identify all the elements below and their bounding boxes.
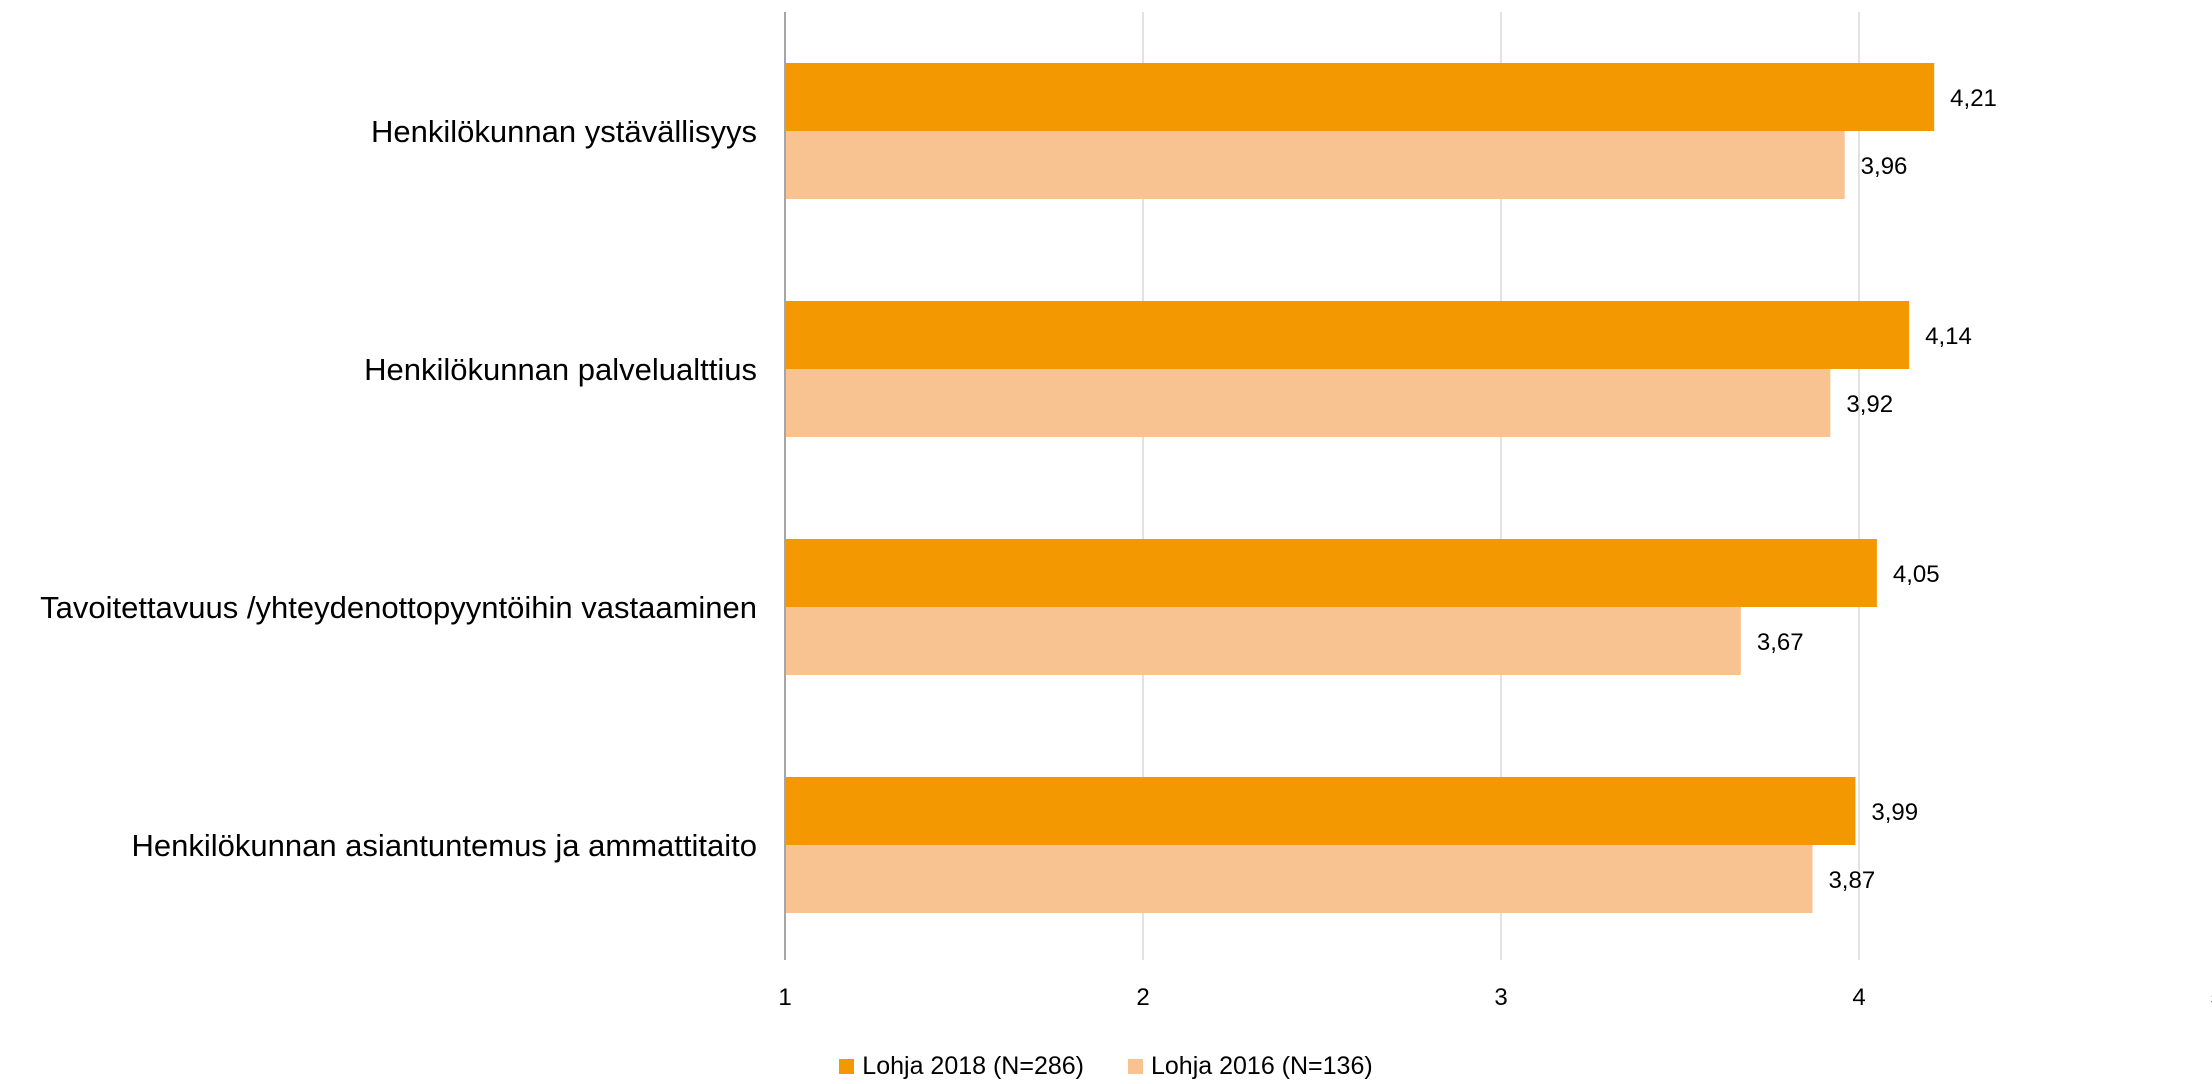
legend: Lohja 2018 (N=286) Lohja 2016 (N=136) [0,1052,2212,1081]
bar-lohja-2016-n-136-4 [785,845,1813,913]
legend-label-2016: Lohja 2016 (N=136) [1151,1052,1373,1080]
legend-swatch-2016 [1128,1059,1143,1074]
bars [785,63,1935,913]
legend-item-2016: Lohja 2016 (N=136) [1128,1052,1373,1081]
bar-lohja-2016-n-136-3 [785,607,1741,675]
bar-lohja-2018-n-286-3 [785,539,1877,607]
data-label-lohja-2016-n-136-3: 3,67 [1757,629,1804,656]
bar-lohja-2016-n-136-1 [785,131,1845,199]
category-label-1: Henkilökunnan ystävällisyys [371,114,757,149]
data-label-lohja-2016-n-136-1: 3,96 [1861,153,1908,180]
bar-lohja-2018-n-286-1 [785,63,1935,131]
data-label-lohja-2018-n-286-1: 4,21 [1950,85,1997,112]
bar-chart: Henkilökunnan ystävällisyys Henkilökunnan… [40,12,2212,1011]
data-labels: 4,21 3,96 4,14 3,92 4,05 3,67 3,99 3,87 [1757,85,1997,894]
legend-label-2018: Lohja 2018 (N=286) [862,1052,1084,1080]
category-label-3: Tavoitettavuus /yhteydenottopyyntöihin v… [40,590,757,625]
data-label-lohja-2018-n-286-2: 4,14 [1925,323,1972,350]
data-label-lohja-2016-n-136-2: 3,92 [1846,391,1893,418]
bar-lohja-2018-n-286-4 [785,777,1856,845]
category-label-4: Henkilökunnan asiantuntemus ja ammattita… [131,828,757,863]
data-label-lohja-2018-n-286-3: 4,05 [1893,561,1940,588]
category-labels: Henkilökunnan ystävällisyys Henkilökunnan… [40,114,757,863]
legend-item-2018: Lohja 2018 (N=286) [839,1052,1084,1081]
x-tick-label-4: 4 [1852,984,1865,1011]
data-label-lohja-2018-n-286-4: 3,99 [1871,799,1918,826]
x-tick-label-5: 5 [2210,984,2212,1011]
data-label-lohja-2016-n-136-4: 3,87 [1828,867,1875,894]
bar-lohja-2018-n-286-2 [785,301,1910,369]
category-label-2: Henkilökunnan palvelualttius [364,352,757,387]
x-tick-label-1: 1 [778,984,791,1011]
x-tick-label-3: 3 [1494,984,1507,1011]
x-tick-labels: 1 2 3 4 5 [778,984,2212,1011]
bar-lohja-2016-n-136-2 [785,369,1831,437]
legend-swatch-2018 [839,1059,855,1074]
x-tick-label-2: 2 [1136,984,1149,1011]
